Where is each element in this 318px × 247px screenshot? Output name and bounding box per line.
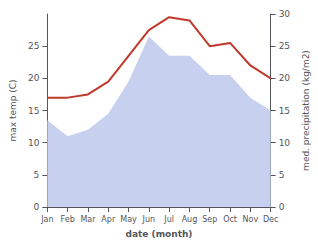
svg-text:Nov: Nov	[243, 215, 259, 224]
svg-text:Oct: Oct	[223, 215, 237, 224]
svg-text:10: 10	[279, 138, 291, 148]
svg-text:20: 20	[28, 73, 40, 83]
svg-text:Feb: Feb	[61, 215, 75, 224]
svg-text:15: 15	[279, 106, 290, 116]
svg-text:Mar: Mar	[80, 215, 96, 224]
svg-text:Jul: Jul	[163, 215, 174, 224]
svg-text:25: 25	[28, 41, 39, 51]
svg-text:Jun: Jun	[142, 215, 156, 224]
svg-text:0: 0	[279, 202, 285, 212]
svg-text:med. precipitation (kg/m2): med. precipitation (kg/m2)	[301, 50, 311, 171]
svg-text:20: 20	[279, 73, 291, 83]
svg-text:May: May	[120, 215, 137, 224]
svg-text:0: 0	[34, 202, 40, 212]
svg-text:Aug: Aug	[182, 215, 198, 224]
svg-text:Sep: Sep	[202, 215, 217, 224]
svg-text:5: 5	[34, 170, 40, 180]
svg-text:15: 15	[28, 106, 39, 116]
svg-text:30: 30	[279, 9, 291, 19]
svg-text:5: 5	[279, 170, 285, 180]
svg-text:Jan: Jan	[40, 215, 53, 224]
svg-text:max temp (C): max temp (C)	[8, 79, 18, 141]
svg-text:Dec: Dec	[263, 215, 278, 224]
svg-text:date (month): date (month)	[126, 229, 193, 239]
svg-text:10: 10	[28, 138, 40, 148]
svg-text:Apr: Apr	[101, 215, 116, 224]
svg-text:25: 25	[279, 41, 290, 51]
